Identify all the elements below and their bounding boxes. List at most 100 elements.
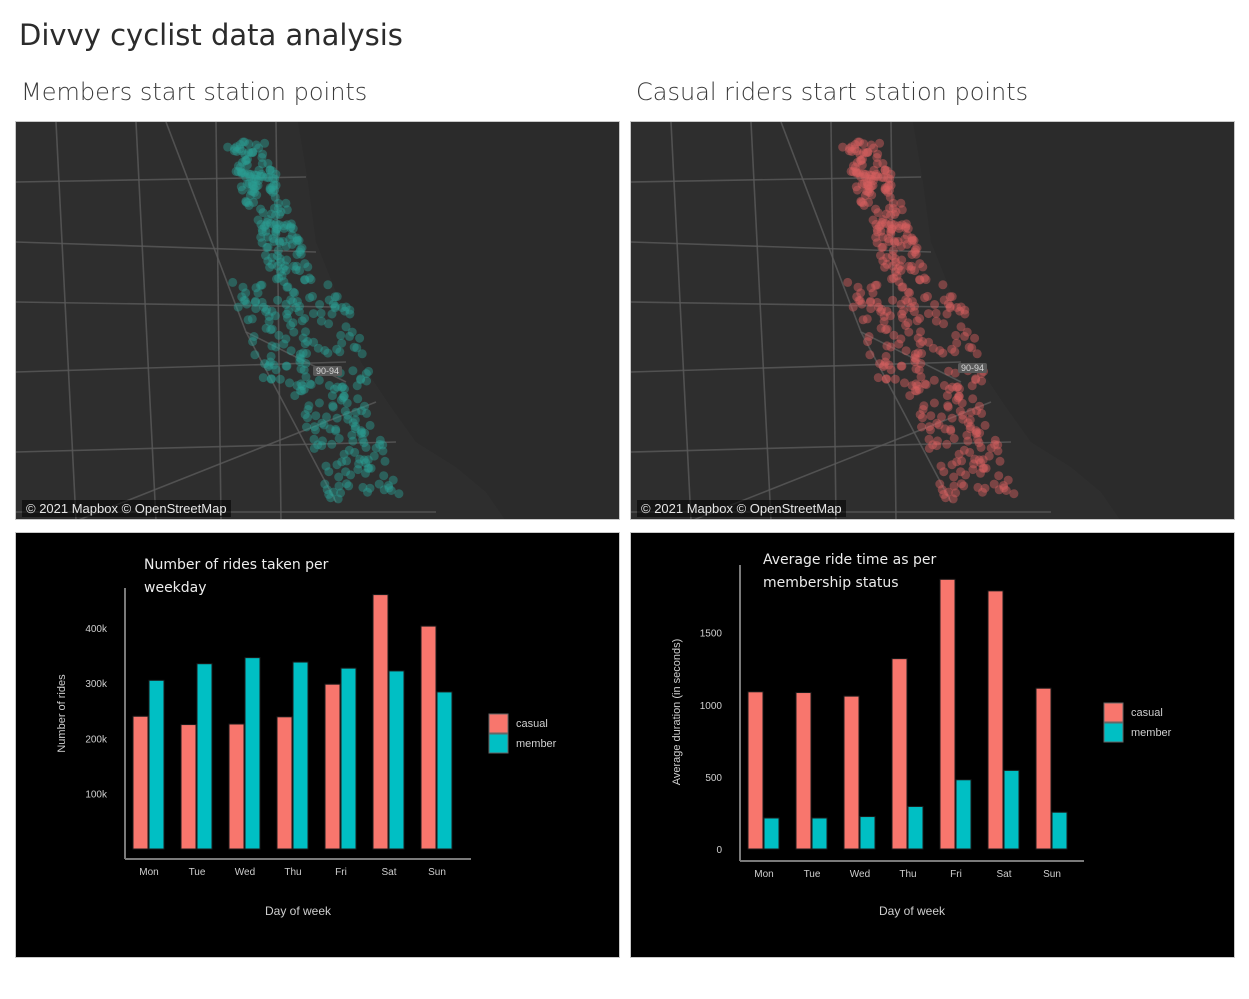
station-point [859,179,869,189]
station-point [907,250,917,259]
station-point [901,222,911,232]
station-point [340,406,350,416]
station-point [295,301,304,311]
station-point [877,217,887,227]
map-attribution[interactable]: © 2021 Mapbox © OpenStreetMap [637,500,846,517]
station-point [288,224,298,234]
station-point [298,333,308,343]
station-point [270,174,280,184]
station-point [269,236,279,246]
station-point [271,219,281,229]
station-point [924,434,934,444]
station-point [333,494,343,504]
member-bar-sun [436,691,453,850]
station-point [899,306,908,316]
station-point [337,303,347,312]
station-point [300,275,310,285]
y-tick-label: 200k [85,734,108,745]
station-point [251,296,260,306]
station-point [885,220,894,230]
station-point [281,334,291,344]
station-point [265,357,275,367]
station-point [286,346,296,356]
station-point [984,451,994,461]
station-point [944,366,954,376]
station-point [863,337,873,347]
station-point [356,429,366,439]
station-point [281,265,291,275]
map-attribution[interactable]: © 2021 Mapbox © OpenStreetMap [22,500,231,517]
station-point [900,234,910,244]
station-point [945,303,955,313]
station-point [930,300,940,309]
station-point [863,148,873,158]
station-point [975,401,984,411]
station-point [261,250,270,260]
station-point [357,427,367,437]
station-point [960,331,969,341]
station-point [262,217,272,227]
station-point [957,456,967,466]
station-point [960,305,970,315]
station-point [956,302,966,312]
station-point [859,147,868,157]
station-point [273,295,283,305]
station-point [360,401,369,411]
station-point [951,395,961,405]
station-point [879,312,889,321]
station-point [949,481,959,491]
station-point [358,434,368,444]
station-point [257,159,267,169]
station-point [893,237,903,246]
station-point [261,323,271,333]
station-point [862,314,872,324]
x-tick-label: Mon [139,867,158,878]
road [860,331,952,503]
y-tick-label: 400k [85,624,108,635]
station-point [948,494,958,504]
station-point [313,440,323,450]
station-point [345,331,354,341]
station-point [901,295,911,305]
station-point [914,384,924,394]
station-point [287,239,297,249]
station-point [263,362,273,372]
station-point [928,440,938,450]
members-map-canvas[interactable] [16,122,620,520]
station-point [241,197,251,207]
casual-map[interactable]: 90-94 © 2021 Mapbox © OpenStreetMap [630,121,1235,520]
station-point [882,306,892,316]
station-point [956,467,966,477]
station-point [872,238,882,248]
x-tick-label: Wed [235,867,255,878]
station-point [356,426,366,436]
station-point [279,339,289,349]
station-point [250,188,259,197]
member-bar-thu [292,661,309,850]
station-point [886,365,896,375]
station-point [935,346,945,355]
station-point [278,264,288,274]
members-map[interactable]: 90-94 © 2021 Mapbox © OpenStreetMap [15,121,620,520]
station-point [245,172,255,181]
legend-swatch-member [1103,722,1124,743]
casual-map-canvas[interactable] [631,122,1235,520]
station-point [279,277,289,287]
station-point [259,222,269,231]
station-point [886,342,896,352]
station-point [242,160,252,170]
station-point [361,442,371,452]
station-point [967,381,977,391]
station-point [848,302,858,312]
station-point [876,323,886,333]
station-point [980,420,990,430]
y-tick-label: 1000 [700,701,723,712]
station-point [361,458,371,468]
station-point [887,251,897,261]
station-point [890,254,900,263]
station-point [345,305,355,315]
station-point [864,174,874,184]
station-point [852,146,862,156]
station-point [308,291,317,301]
station-point [858,315,868,325]
